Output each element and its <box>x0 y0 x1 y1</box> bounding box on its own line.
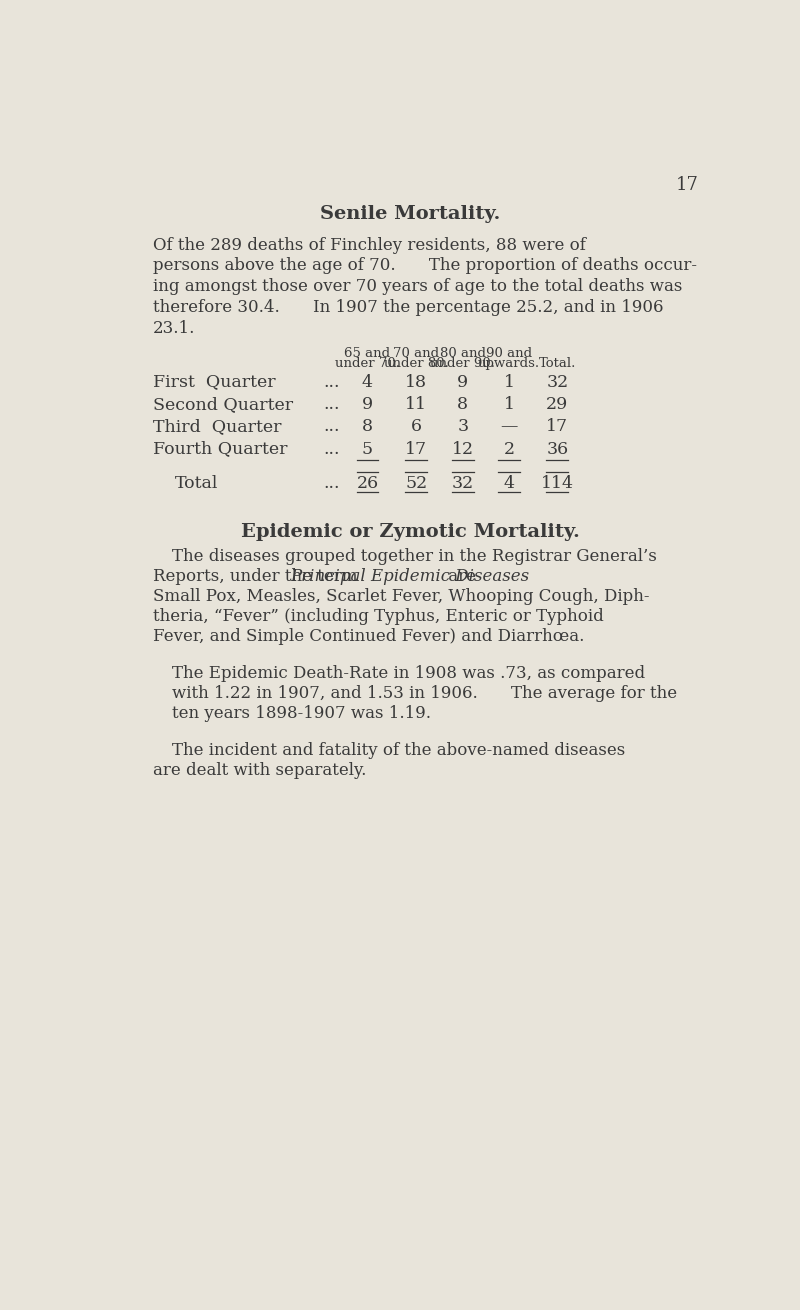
Text: 80 and: 80 and <box>440 347 486 360</box>
Text: 26: 26 <box>356 476 378 493</box>
Text: 8: 8 <box>362 418 373 435</box>
Text: 23.1.: 23.1. <box>153 320 195 337</box>
Text: 4: 4 <box>362 373 373 390</box>
Text: under 90.: under 90. <box>430 358 495 371</box>
Text: —: — <box>501 418 518 435</box>
Text: ...: ... <box>323 418 340 435</box>
Text: 9: 9 <box>457 373 468 390</box>
Text: Small Pox, Measles, Scarlet Fever, Whooping Cough, Diph-: Small Pox, Measles, Scarlet Fever, Whoop… <box>153 588 650 605</box>
Text: 32: 32 <box>451 476 474 493</box>
Text: 8: 8 <box>458 396 468 413</box>
Text: Principal Epidemic Diseases: Principal Epidemic Diseases <box>290 567 530 584</box>
Text: 6: 6 <box>410 418 422 435</box>
Text: under 80.: under 80. <box>384 358 449 371</box>
Text: 17: 17 <box>405 440 427 457</box>
Text: 52: 52 <box>405 476 427 493</box>
Text: 36: 36 <box>546 440 568 457</box>
Text: 18: 18 <box>405 373 427 390</box>
Text: 65 and: 65 and <box>344 347 390 360</box>
Text: 9: 9 <box>362 396 373 413</box>
Text: Of the 289 deaths of Finchley residents, 88 were of: Of the 289 deaths of Finchley residents,… <box>153 237 586 254</box>
Text: 5: 5 <box>362 440 373 457</box>
Text: are: are <box>442 567 475 584</box>
Text: The incident and fatality of the above-named diseases: The incident and fatality of the above-n… <box>172 741 626 758</box>
Text: First  Quarter: First Quarter <box>153 373 275 390</box>
Text: 29: 29 <box>546 396 568 413</box>
Text: Total.: Total. <box>538 358 576 371</box>
Text: persons above the age of 70.  The proportion of deaths occur-: persons above the age of 70. The proport… <box>153 257 697 274</box>
Text: 32: 32 <box>546 373 568 390</box>
Text: upwards.: upwards. <box>478 358 540 371</box>
Text: Reports, under the term: Reports, under the term <box>153 567 362 584</box>
Text: 4: 4 <box>504 476 514 493</box>
Text: theria, “Fever” (including Typhus, Enteric or Typhoid: theria, “Fever” (including Typhus, Enter… <box>153 608 603 625</box>
Text: Second Quarter: Second Quarter <box>153 396 293 413</box>
Text: Fever, and Simple Continued Fever) and Diarrhœa.: Fever, and Simple Continued Fever) and D… <box>153 627 584 645</box>
Text: 1: 1 <box>504 373 514 390</box>
Text: 90 and: 90 and <box>486 347 532 360</box>
Text: 17: 17 <box>676 177 699 194</box>
Text: therefore 30.4.  In 1907 the percentage 25.2, and in 1906: therefore 30.4. In 1907 the percentage 2… <box>153 299 663 316</box>
Text: 3: 3 <box>457 418 468 435</box>
Text: Third  Quarter: Third Quarter <box>153 418 282 435</box>
Text: ten years 1898-1907 was 1.19.: ten years 1898-1907 was 1.19. <box>172 705 431 722</box>
Text: 11: 11 <box>405 396 427 413</box>
Text: 1: 1 <box>504 396 514 413</box>
Text: ...: ... <box>323 476 340 493</box>
Text: The diseases grouped together in the Registrar General’s: The diseases grouped together in the Reg… <box>172 548 657 565</box>
Text: Epidemic or Zymotic Mortality.: Epidemic or Zymotic Mortality. <box>241 523 579 541</box>
Text: ...: ... <box>323 440 340 457</box>
Text: ...: ... <box>323 396 340 413</box>
Text: Senile Mortality.: Senile Mortality. <box>320 204 500 223</box>
Text: ...: ... <box>323 373 340 390</box>
Text: 114: 114 <box>541 476 574 493</box>
Text: 70 and: 70 and <box>393 347 439 360</box>
Text: Total: Total <box>174 476 218 493</box>
Text: under 70.: under 70. <box>335 358 400 371</box>
Text: 12: 12 <box>452 440 474 457</box>
Text: 2: 2 <box>504 440 514 457</box>
Text: with 1.22 in 1907, and 1.53 in 1906.  The average for the: with 1.22 in 1907, and 1.53 in 1906. The… <box>172 685 677 702</box>
Text: are dealt with separately.: are dealt with separately. <box>153 761 366 778</box>
Text: Fourth Quarter: Fourth Quarter <box>153 440 287 457</box>
Text: ing amongst those over 70 years of age to the total deaths was: ing amongst those over 70 years of age t… <box>153 278 682 295</box>
Text: 17: 17 <box>546 418 568 435</box>
Text: The Epidemic Death-Rate in 1908 was .73, as compared: The Epidemic Death-Rate in 1908 was .73,… <box>172 664 646 681</box>
